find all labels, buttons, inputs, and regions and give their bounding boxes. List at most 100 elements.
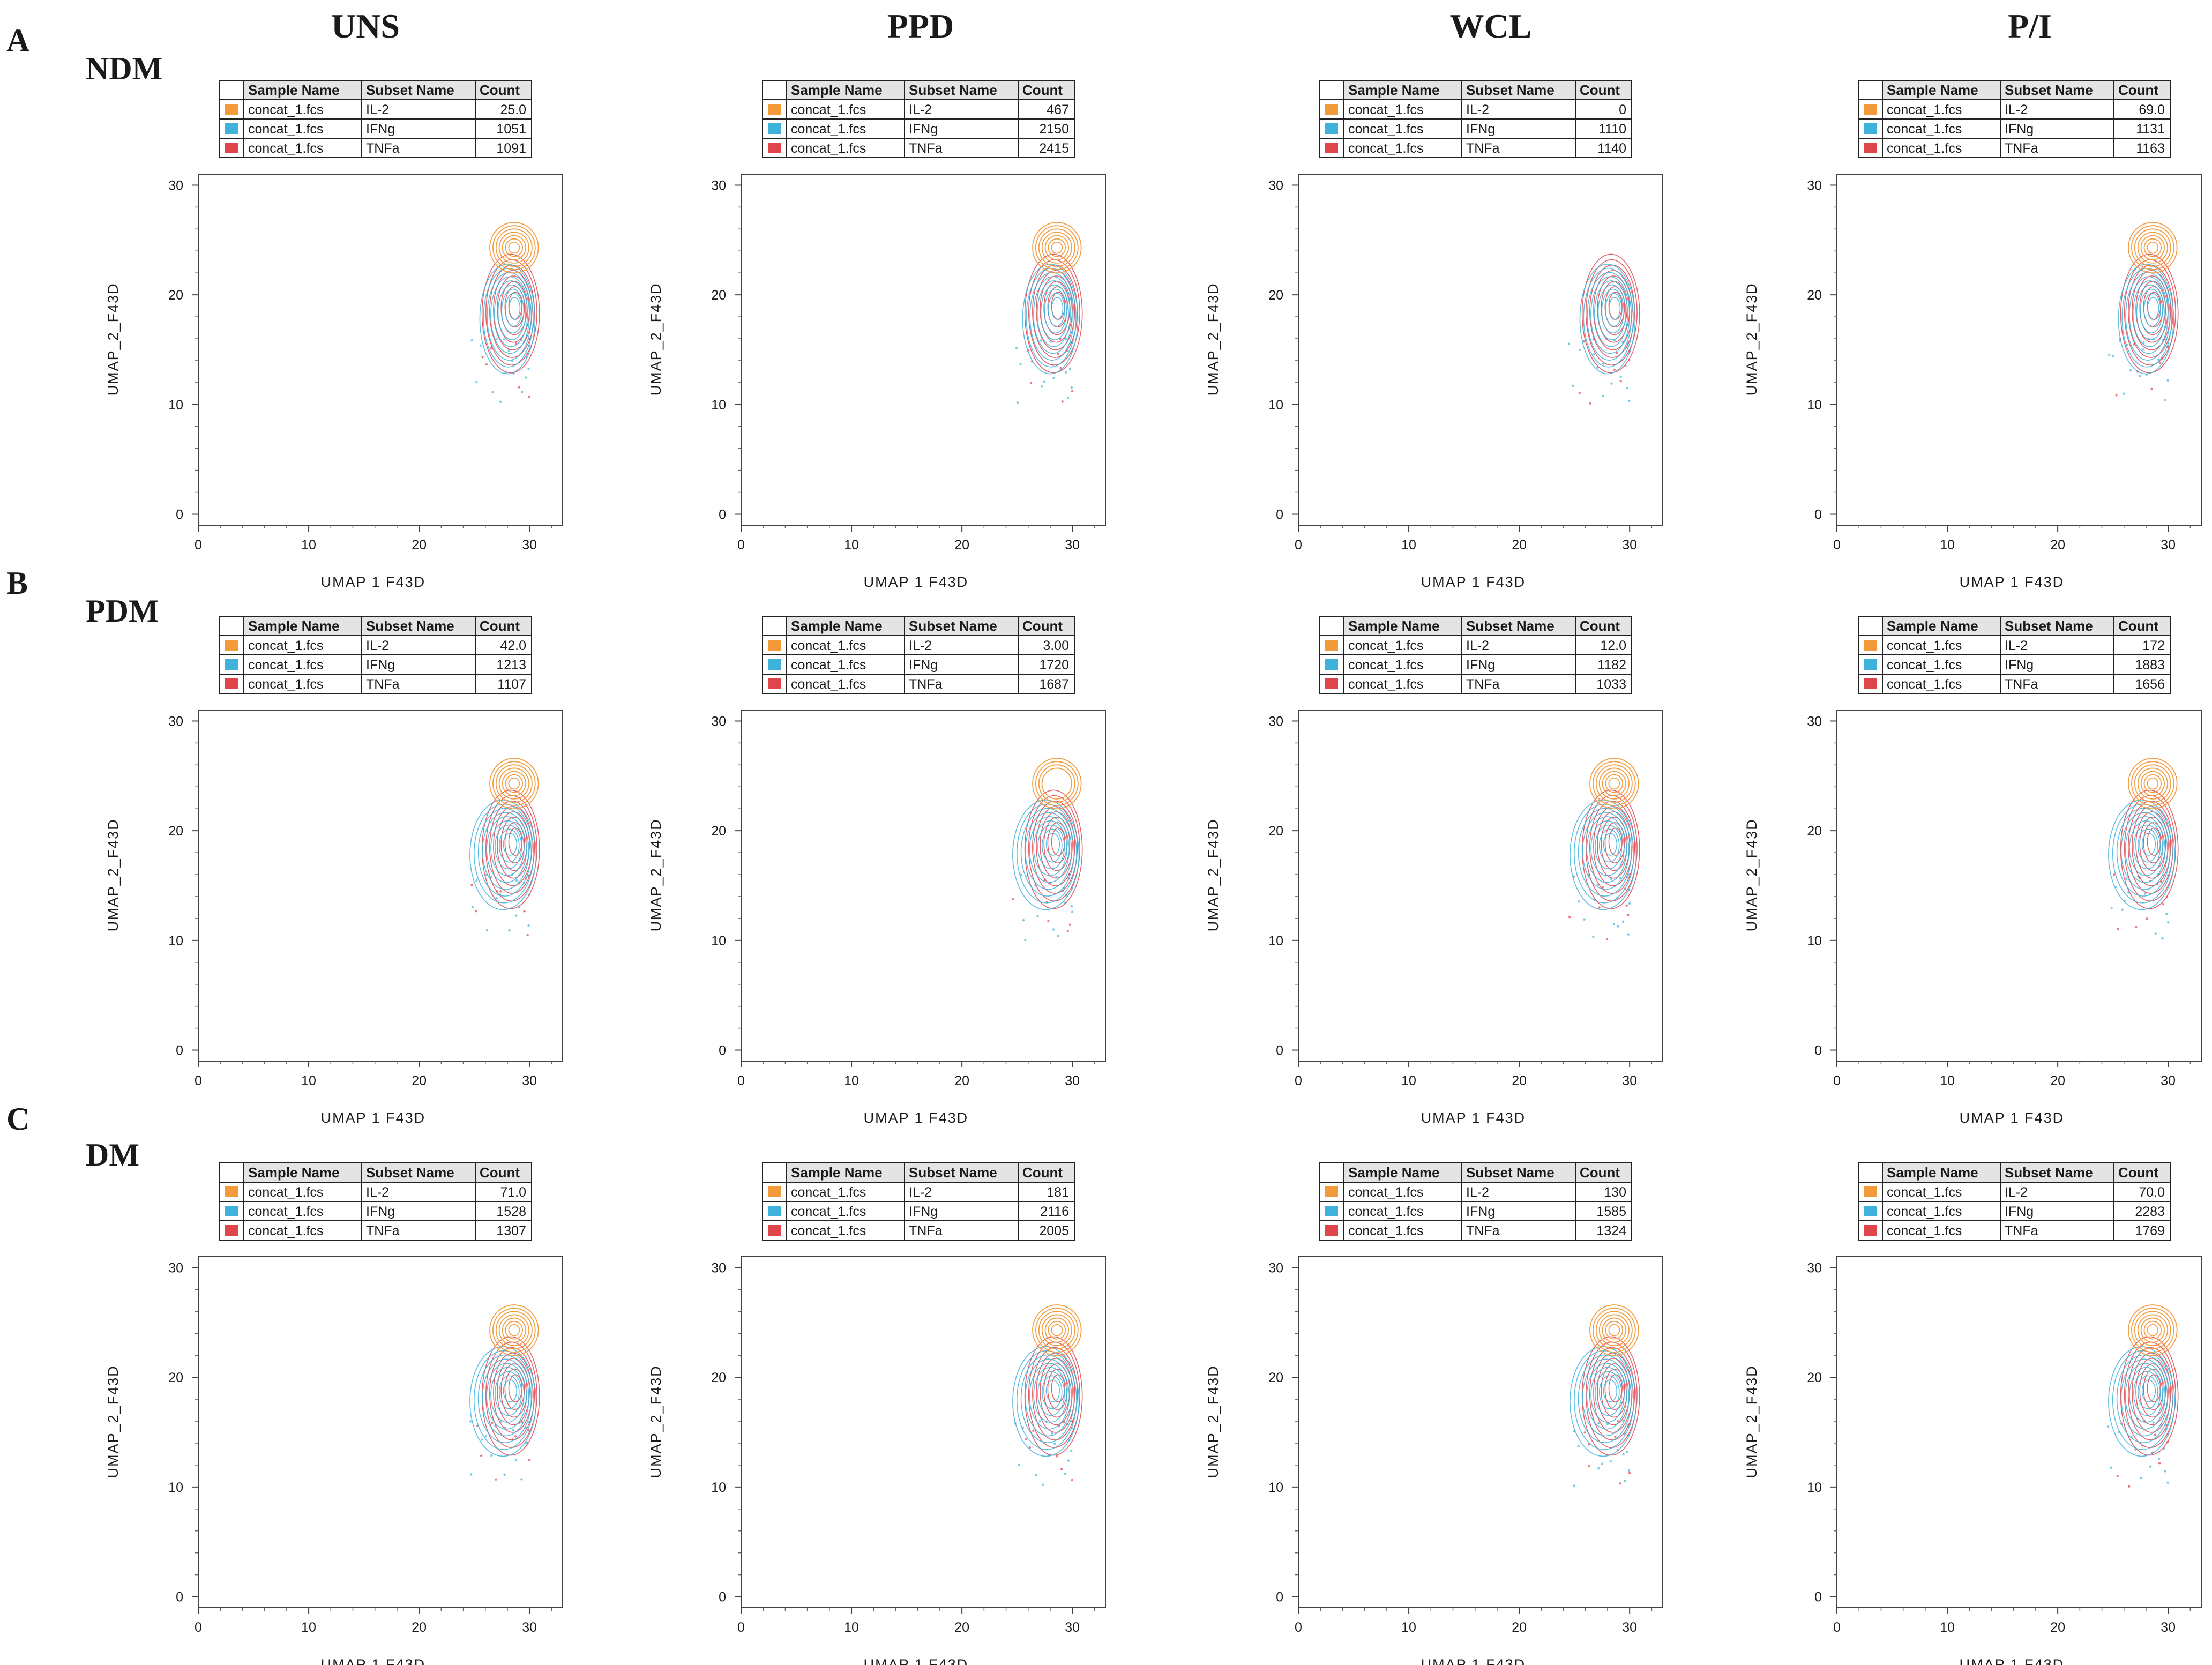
x-axis-title: UMAP 1 F43D [1960, 1656, 2065, 1665]
event-dot [503, 338, 505, 341]
x-tick-label: 30 [2161, 1073, 2176, 1088]
tnfa-contour [1604, 822, 1625, 864]
legend-header-cell: Sample Name [791, 1164, 883, 1181]
event-dot [1028, 1446, 1032, 1449]
tnfa-contour [1601, 817, 1628, 871]
il2-contour [1041, 232, 1072, 264]
legend-subset-name: IL-2 [2005, 638, 2028, 653]
x-tick-label: 20 [2050, 1620, 2065, 1635]
tnfa-contour [2135, 1358, 2169, 1425]
legend-subset-name: IL-2 [366, 638, 389, 653]
il2-contour [2137, 1314, 2168, 1346]
plot-area [741, 1256, 1106, 1608]
tnfa-contour [1601, 1363, 1628, 1418]
column-header: UNS [331, 7, 400, 45]
y-tick-label: 20 [1807, 824, 1822, 839]
legend-count: 2005 [1039, 1223, 1069, 1238]
row-letter: C [6, 1101, 29, 1137]
legend-header-cell: Sample Name [248, 618, 340, 634]
legend-count: 1213 [496, 658, 526, 673]
event-dot [1032, 1429, 1035, 1432]
event-dot [2123, 392, 2125, 395]
ifng-contour [2136, 284, 2165, 340]
event-dot [1614, 1435, 1617, 1438]
event-dot [2157, 1457, 2161, 1460]
event-dot [2108, 354, 2111, 356]
x-axis-title: UMAP 1 F43D [1960, 1110, 2065, 1126]
y-tick-label: 10 [1268, 934, 1283, 949]
event-dot [1035, 1474, 1037, 1477]
il2-contour [1032, 1304, 1082, 1356]
event-dot [1056, 935, 1059, 937]
event-dot [1060, 1468, 1063, 1470]
x-tick-label: 30 [2161, 537, 2176, 552]
event-dot [1602, 394, 1605, 398]
il2-contour [2147, 777, 2159, 790]
tnfa-contour [2128, 800, 2174, 894]
il2-contour [1602, 771, 1626, 796]
legend-subset-name: TNFa [909, 141, 943, 156]
legend-color-swatch [1325, 678, 1338, 689]
y-tick-label: 0 [176, 1590, 183, 1605]
tnfa-contour [1040, 811, 1073, 879]
ifng-contour [1598, 828, 1620, 863]
y-tick-label: 20 [1268, 1370, 1283, 1385]
tnfa-contour [1589, 800, 1635, 894]
ifng-contour [1033, 276, 1073, 354]
event-dot [2140, 1476, 2143, 1480]
legend-count: 0 [1619, 102, 1626, 117]
legend-sample-name: concat_1.fcs [1348, 658, 1423, 673]
y-axis-title: UMAP_2_F43D [648, 1365, 664, 1478]
legend-subset-name: IFNg [909, 1204, 938, 1219]
legend-count: 2150 [1039, 122, 1069, 137]
tnfa-contour [504, 1369, 525, 1410]
legend-subset-name: IL-2 [1466, 638, 1489, 653]
y-tick-label: 30 [168, 714, 183, 729]
y-tick-label: 30 [1268, 1260, 1283, 1275]
event-dot [525, 376, 527, 379]
legend-color-swatch [1325, 1206, 1338, 1216]
event-dot [474, 910, 477, 913]
y-tick-label: 0 [1276, 1590, 1283, 1605]
legend-color-swatch [1325, 640, 1338, 651]
event-dot [1625, 387, 1628, 390]
event-dot [1626, 1451, 1628, 1453]
ifng-contour [1037, 1371, 1065, 1416]
event-dot [1016, 401, 1019, 404]
y-tick-label: 30 [1268, 714, 1283, 729]
plot-area [1298, 710, 1663, 1062]
y-tick-label: 30 [711, 714, 726, 729]
umap-panel: Sample Name Subset Name Count concat_1.fcs I… [1744, 1162, 2202, 1665]
il2-contour [1051, 1324, 1063, 1337]
legend-count: 1091 [496, 141, 526, 156]
legend-subset-name: TNFa [1466, 677, 1500, 692]
legend-header-cell: Sample Name [1887, 82, 1978, 98]
event-dot [1578, 392, 1581, 394]
legend-sample-name: concat_1.fcs [248, 677, 323, 692]
ifng-contour [1020, 1354, 1075, 1443]
legend-count: 69.0 [2139, 102, 2165, 117]
legend-count: 2415 [1039, 141, 1069, 156]
ifng-contour [2125, 1363, 2166, 1430]
tnfa-contour [1036, 270, 1075, 350]
legend-sample-name: concat_1.fcs [1348, 638, 1423, 653]
ifng-contour [1040, 284, 1069, 340]
legend-header-bg [243, 616, 532, 636]
ifng-contour [469, 1346, 537, 1457]
ifng-contour [1048, 293, 1065, 327]
x-tick-label: 10 [1940, 1620, 1955, 1635]
event-dot [1605, 938, 1609, 940]
legend-sample-name: concat_1.fcs [1348, 1223, 1423, 1238]
legend-count: 1163 [2136, 141, 2165, 156]
legend-sample-name: concat_1.fcs [248, 658, 323, 673]
tnfa-contour [1047, 1369, 1068, 1410]
ifng-contour [2140, 288, 2163, 334]
ifng-contour [2137, 828, 2158, 863]
y-tick-label: 10 [1268, 1480, 1283, 1495]
y-tick-label: 10 [711, 1480, 726, 1495]
x-tick-label: 0 [737, 1073, 745, 1088]
x-tick-label: 10 [844, 1073, 859, 1088]
legend-sample-name: concat_1.fcs [1348, 1185, 1423, 1200]
legend-count: 1324 [1596, 1223, 1626, 1238]
x-tick-label: 30 [2161, 1620, 2176, 1635]
